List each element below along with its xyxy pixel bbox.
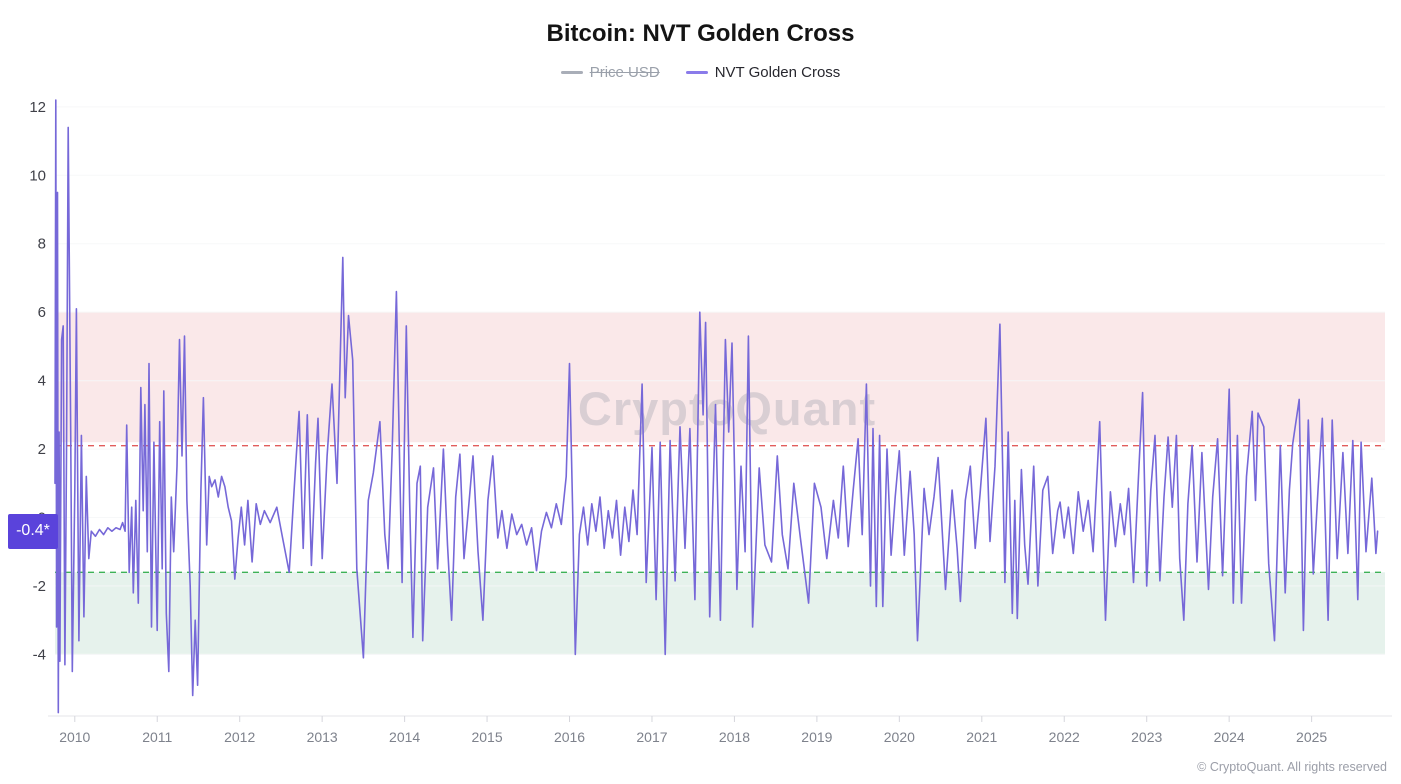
x-axis: 2010 2011 2012 2013 2014 2015 2016 2017 2018 2019… [48, 715, 1392, 745]
svg-text:10: 10 [29, 167, 46, 184]
svg-text:2010: 2010 [59, 729, 90, 745]
svg-text:2018: 2018 [719, 729, 750, 745]
svg-text:2017: 2017 [636, 729, 667, 745]
grid-lines [55, 106, 1385, 656]
svg-text:2020: 2020 [884, 729, 915, 745]
y-axis: 121086420-2-4 [29, 99, 46, 664]
svg-text:2019: 2019 [801, 729, 832, 745]
svg-text:12: 12 [29, 99, 46, 116]
svg-text:2011: 2011 [142, 729, 172, 745]
svg-text:-4: -4 [33, 646, 46, 663]
page-title: Bitcoin: NVT Golden Cross [546, 20, 855, 47]
svg-text:2021: 2021 [966, 729, 997, 745]
legend-item-nvt-golden-cross[interactable]: NVT Golden Cross [685, 64, 841, 81]
price-usd-line-swatch [560, 71, 583, 74]
current-value-badge: -0.4* [8, 513, 58, 549]
legend-item-price-usd[interactable]: Price USD [560, 64, 660, 81]
svg-text:2013: 2013 [307, 729, 338, 745]
svg-text:2025: 2025 [1296, 729, 1327, 745]
overbought-zone [55, 312, 1385, 443]
nvt-line-series [54, 99, 1379, 714]
svg-text:2012: 2012 [224, 729, 255, 745]
svg-text:2022: 2022 [1049, 729, 1080, 745]
legend-label-nvt-golden-cross: NVT Golden Cross [714, 64, 841, 81]
svg-text:2015: 2015 [471, 729, 502, 745]
svg-text:2: 2 [38, 441, 46, 458]
legend: Price USD NVT Golden Cross [0, 64, 1401, 81]
svg-text:2014: 2014 [389, 729, 420, 745]
copyright-text: © CryptoQuant. All rights reserved [1197, 760, 1387, 774]
svg-text:4: 4 [38, 373, 46, 390]
svg-text:8: 8 [38, 236, 46, 253]
svg-text:6: 6 [38, 304, 46, 321]
svg-text:2024: 2024 [1214, 729, 1245, 745]
svg-text:2023: 2023 [1131, 729, 1162, 745]
legend-label-price-usd: Price USD [589, 64, 660, 81]
nvt-line-swatch [685, 71, 708, 74]
svg-text:-2: -2 [33, 578, 46, 595]
svg-text:2016: 2016 [554, 729, 585, 745]
